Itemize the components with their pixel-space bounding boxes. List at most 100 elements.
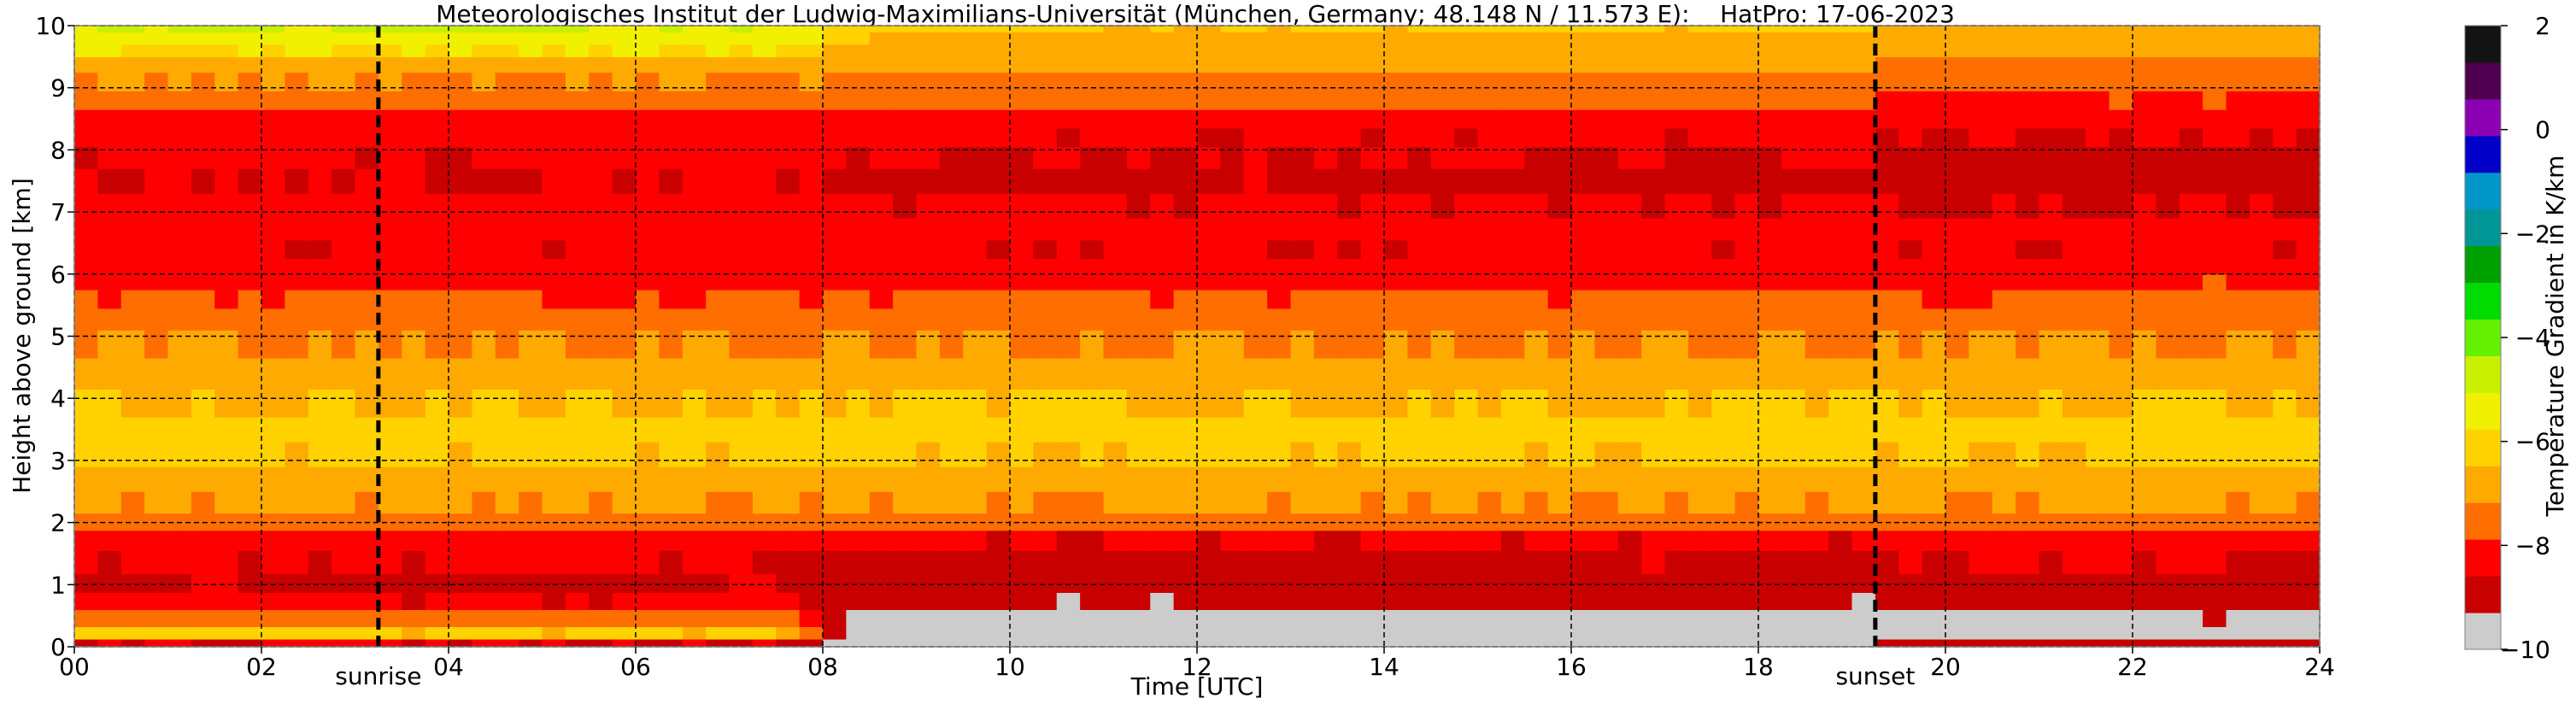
heatmap-cell [1056,592,1081,610]
heatmap-cell [1664,72,1689,91]
heatmap-cell [261,417,285,443]
heatmap-cell [2226,72,2250,91]
heatmap-cell [1454,442,1479,467]
heatmap-cell [1875,550,1899,575]
heatmap-cell [167,273,192,290]
heatmap-cell [1243,466,1268,492]
heatmap-cell [2273,491,2297,514]
heatmap-cell [2249,626,2274,640]
heatmap-cell [472,72,496,91]
colorbar: −10−8−6−4−202 [2464,12,2550,664]
heatmap-cell [1734,218,1759,241]
heatmap-cell [449,239,472,260]
heatmap-cell [565,626,590,640]
heatmap-cell [2133,91,2156,110]
heatmap-cell [2133,239,2156,260]
heatmap-cell [916,592,941,610]
heatmap-cell [519,218,543,241]
heatmap-cell [846,56,871,73]
heatmap-cell [1617,330,1642,359]
heatmap-cell [1126,609,1151,627]
heatmap-cell [1500,573,1525,593]
heatmap-cell [1594,168,1619,194]
heatmap-cell [799,638,824,648]
heatmap-cell [1687,609,1712,627]
heatmap-cell [1851,258,1876,275]
heatmap-cell [2179,530,2203,551]
heatmap-cell [2133,72,2156,91]
heatmap-cell [1875,218,1899,241]
heatmap-cell [285,56,309,73]
heatmap-cell [1804,44,1829,57]
heatmap-cell [449,193,472,219]
heatmap-cell [1898,258,1923,275]
heatmap-cell [1290,417,1315,443]
heatmap-cell [1524,56,1549,73]
heatmap-cell [1080,273,1105,290]
heatmap-cell [986,308,1011,331]
heatmap-cell [1360,258,1385,275]
heatmap-cell [1477,26,1502,32]
heatmap-cell [355,592,379,610]
heatmap-cell [729,330,754,359]
heatmap-cell [472,258,496,275]
heatmap-cell [1804,258,1829,275]
heatmap-cell [636,109,660,129]
heatmap-cell [1687,32,1712,45]
heatmap-cell [2296,491,2321,514]
heatmap-cell [1080,239,1105,260]
heatmap-cell [682,72,707,91]
heatmap-cell [963,530,988,551]
heatmap-cell [1969,32,1993,45]
heatmap-cell [472,168,496,194]
heatmap-cell [869,442,894,467]
heatmap-cell [1641,389,1666,418]
heatmap-cell [1454,109,1479,129]
heatmap-cell [238,193,262,219]
heatmap-cell [120,91,145,110]
heatmap-cell [1851,168,1876,194]
heatmap-cell [2249,442,2274,467]
heatmap-cell [1477,72,1502,91]
heatmap-cell [636,239,660,260]
heatmap-cell [1010,550,1034,575]
heatmap-cell [308,592,332,610]
heatmap-cell [893,389,918,418]
heatmap-cell [752,573,777,593]
heatmap-cell [776,466,801,492]
heatmap-cell [2249,389,2274,418]
heatmap-cell [1267,273,1292,290]
heatmap-cell [1267,491,1292,514]
heatmap-cell [1126,491,1151,514]
heatmap-cell [402,91,426,110]
heatmap-cell [963,330,988,359]
heatmap-cell [2273,330,2297,359]
heatmap-cell [1080,609,1105,627]
heatmap-cell [74,127,98,148]
heatmap-cell [1056,417,1081,443]
heatmap-cell [425,109,449,129]
heatmap-cell [120,466,145,492]
heatmap-cell [1430,91,1455,110]
heatmap-cell [612,239,637,260]
heatmap-cell [1010,330,1034,359]
heatmap-cell [238,127,262,148]
heatmap-cell [1571,258,1595,275]
heatmap-cell [1056,550,1081,575]
heatmap-cell [1758,638,1782,648]
heatmap-cell [1080,530,1105,551]
heatmap-cell [1898,146,1923,169]
heatmap-cell [97,127,122,148]
heatmap-cell [1290,491,1315,514]
heatmap-cell [519,592,543,610]
heatmap-cell [1243,330,1268,359]
heatmap-cell [2156,530,2180,551]
heatmap-cell [2156,491,2180,514]
heatmap-cell [2273,308,2297,331]
heatmap-cell [2203,218,2227,241]
heatmap-cell [1734,592,1759,610]
heatmap-cell [1313,530,1338,551]
heatmap-cell [1992,638,2016,648]
annotations: sunrise sunset [335,662,1915,690]
heatmap-cell [1267,218,1292,241]
